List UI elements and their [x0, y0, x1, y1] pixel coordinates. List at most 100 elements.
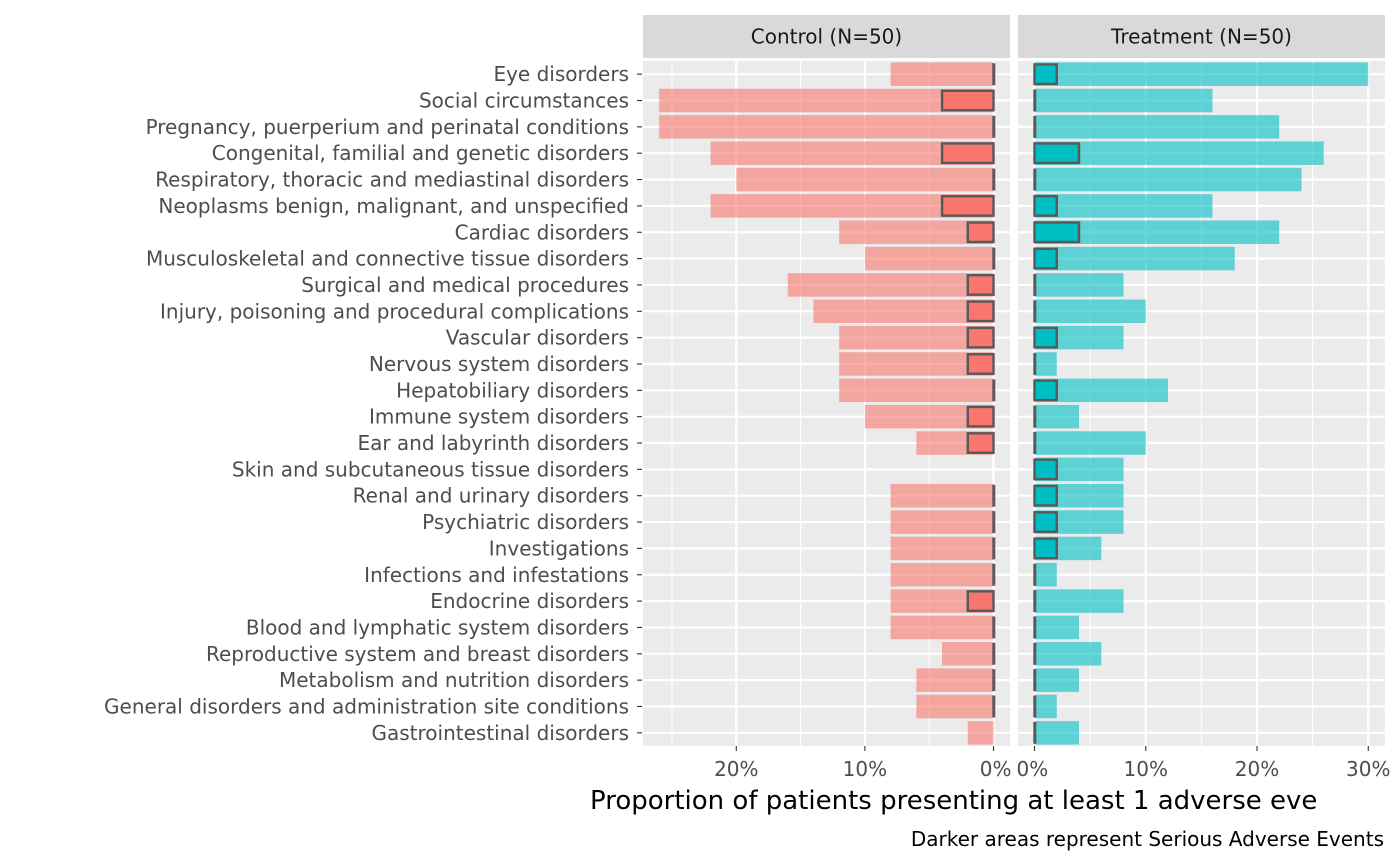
category-label: Reproductive system and breast disorders — [206, 642, 629, 666]
bar-all-events — [890, 483, 994, 508]
bar-serious-events — [1033, 115, 1037, 138]
bar-all-events — [1034, 642, 1102, 666]
bar-serious-events — [1033, 353, 1037, 375]
category-label: Ear and labyrinth disorders — [357, 431, 629, 455]
bar-serious-events — [992, 379, 996, 402]
bar-serious-events — [966, 590, 995, 613]
bar-serious-events — [1033, 721, 1037, 744]
bar-serious-events — [1033, 590, 1037, 613]
bar-serious-events — [1033, 405, 1037, 428]
bar-serious-events — [1033, 273, 1037, 296]
category-label: Psychiatric disorders — [422, 510, 629, 534]
category-label: Vascular disorders — [446, 326, 629, 350]
panel-title: Control (N=50) — [751, 25, 902, 49]
bar-serious-events — [992, 642, 996, 665]
bar-all-events — [1034, 273, 1124, 297]
bar-serious-events — [992, 115, 996, 138]
bar-all-events — [1034, 431, 1146, 455]
bar-all-events — [1034, 299, 1146, 324]
panel-strip — [1018, 15, 1385, 58]
panel-title: Treatment (N=50) — [1110, 25, 1292, 49]
bar-all-events — [813, 299, 994, 324]
bar-serious-events — [966, 405, 995, 428]
bar-serious-events — [1033, 563, 1037, 586]
x-tick-label: 10% — [1124, 757, 1168, 781]
bar-all-events — [710, 194, 994, 218]
bar-serious-events — [940, 142, 995, 165]
bar-serious-events — [966, 326, 995, 349]
category-label: Neoplasms benign, malignant, and unspeci… — [158, 194, 629, 218]
category-label: Respiratory, thoracic and mediastinal di… — [155, 168, 629, 192]
x-tick-label: 10% — [843, 757, 887, 781]
category-label: Injury, poisoning and procedural complic… — [160, 299, 629, 323]
category-label: Gastrointestinal disorders — [372, 721, 630, 745]
bar-all-events — [1034, 167, 1302, 192]
bar-all-events — [1034, 378, 1168, 403]
bar-serious-events — [992, 563, 996, 586]
bar-all-events — [1034, 352, 1057, 376]
panel-strip — [643, 15, 1010, 58]
bar-all-events — [1034, 615, 1079, 640]
bar-all-events — [1034, 62, 1369, 86]
bar-all-events — [1034, 88, 1213, 113]
bar-serious-events — [992, 168, 996, 191]
bar-all-events — [942, 642, 994, 666]
bar-all-events — [1034, 194, 1213, 218]
bar-serious-events — [992, 537, 996, 560]
x-tick-label: 0% — [980, 757, 1012, 781]
bar-all-events — [890, 615, 994, 640]
bar-serious-events — [966, 273, 995, 296]
category-label: General disorders and administration sit… — [104, 694, 629, 718]
x-tick-label: 30% — [1346, 757, 1390, 781]
bar-serious-events — [1033, 142, 1081, 165]
bar-serious-events — [1033, 247, 1058, 270]
category-label: Pregnancy, puerperium and perinatal cond… — [146, 115, 629, 139]
bar-serious-events — [1033, 300, 1037, 323]
bar-serious-events — [992, 616, 996, 639]
bar-serious-events — [1033, 168, 1037, 191]
category-label: Cardiac disorders — [455, 220, 629, 244]
bar-all-events — [710, 141, 994, 165]
bar-serious-events — [1033, 379, 1058, 402]
category-label: Hepatobiliary disorders — [396, 378, 629, 402]
bar-serious-events — [1033, 89, 1037, 112]
bar-all-events — [1034, 694, 1057, 719]
category-label: Infections and infestations — [364, 563, 629, 587]
bar-all-events — [839, 220, 994, 244]
bar-all-events — [890, 536, 994, 561]
bar-serious-events — [1033, 537, 1058, 560]
bar-all-events — [890, 563, 994, 587]
bar-serious-events — [1033, 221, 1081, 244]
category-label: Surgical and medical procedures — [301, 273, 629, 297]
category-label: Blood and lymphatic system disorders — [246, 615, 629, 639]
category-label: Eye disorders — [493, 62, 629, 86]
bar-all-events — [1034, 246, 1235, 271]
chart-caption: Darker areas represent Serious Adverse E… — [911, 827, 1384, 851]
bar-serious-events — [940, 194, 995, 217]
bar-all-events — [659, 88, 994, 113]
bar-serious-events — [992, 695, 996, 718]
category-label: Skin and subcutaneous tissue disorders — [232, 457, 629, 481]
bar-all-events — [864, 246, 994, 271]
bar-serious-events — [940, 89, 995, 112]
bar-serious-events — [966, 300, 995, 323]
bar-serious-events — [1033, 63, 1058, 86]
bar-all-events — [1034, 721, 1079, 745]
bar-all-events — [890, 62, 994, 86]
category-label: Congenital, familial and genetic disorde… — [212, 141, 629, 165]
bar-all-events — [839, 325, 994, 350]
bar-all-events — [1034, 589, 1124, 613]
category-label: Immune system disorders — [369, 405, 629, 429]
bar-serious-events — [992, 669, 996, 692]
bar-all-events — [839, 352, 994, 376]
bar-serious-events — [966, 221, 995, 244]
bar-all-events — [1034, 668, 1079, 692]
category-label: Musculoskeletal and connective tissue di… — [146, 247, 629, 271]
category-label: Nervous system disorders — [369, 352, 629, 376]
bar-serious-events — [992, 247, 996, 270]
bar-all-events — [659, 115, 994, 139]
bar-serious-events — [1033, 432, 1037, 454]
bar-serious-events — [1033, 484, 1058, 507]
bar-all-events — [1034, 220, 1280, 244]
